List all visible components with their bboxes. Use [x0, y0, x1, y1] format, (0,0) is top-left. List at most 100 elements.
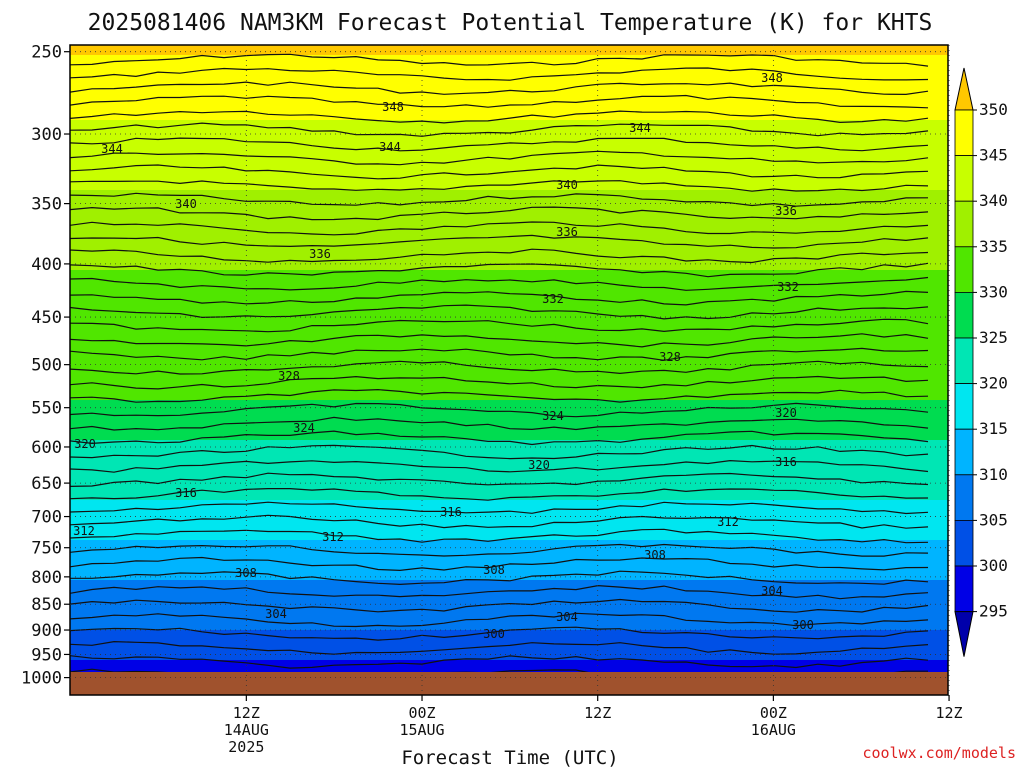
contour-label: 312	[717, 515, 739, 529]
y-tick-label: 700	[31, 508, 62, 528]
isentrope-contour	[70, 543, 929, 557]
colorbar-label: 345	[979, 146, 1008, 165]
colorbar-label: 300	[979, 556, 1008, 575]
color-band	[70, 400, 948, 441]
colorbar-segment	[954, 155, 974, 202]
isentrope-contour	[70, 584, 929, 600]
x-tick-label: 12Z	[584, 704, 611, 722]
contour-label: 348	[382, 100, 404, 114]
contour-label: 316	[440, 505, 462, 519]
y-tick-label: 350	[31, 195, 62, 215]
y-tick-label: 250	[31, 43, 62, 63]
colorbar: 350 345 340 335 330 325 320 315 310 305 300 295	[954, 67, 1008, 657]
contour-label: 336	[556, 225, 578, 239]
contour-label: 328	[278, 369, 300, 383]
colorbar-label: 340	[979, 191, 1008, 210]
contour-label: 324	[293, 421, 315, 435]
isentrope-contour	[70, 388, 929, 403]
y-tick-label: 650	[31, 474, 62, 494]
isentrope-contour	[70, 514, 929, 529]
x-tick-label: 12Z	[936, 704, 963, 722]
colorbar-segment	[954, 428, 974, 476]
credit-link[interactable]: coolwx.com/models	[862, 744, 1016, 762]
isentrope-contour	[70, 180, 929, 192]
x-tick-label: 16AUG	[751, 721, 796, 739]
contour-label: 324	[542, 409, 564, 423]
y-tick-label: 300	[31, 125, 62, 145]
colorbar-segment	[954, 565, 974, 612]
isentrope-contour	[70, 612, 929, 628]
isentrope-contour	[70, 234, 929, 249]
colorbar-segment	[954, 474, 974, 521]
y-tick-label: 1000	[21, 669, 62, 689]
isentrope-contour	[70, 221, 929, 236]
isentrope-contour	[70, 122, 929, 137]
colorbar-label: 325	[979, 328, 1008, 347]
colorbar-segment	[954, 109, 974, 156]
colorbar-segment	[954, 291, 974, 339]
contour-label: 304	[265, 607, 287, 621]
color-band	[70, 55, 948, 121]
x-axis-label: Forecast Time (UTC)	[401, 747, 618, 768]
colorbar-segment	[954, 520, 974, 567]
color-band	[70, 190, 948, 271]
x-tick-label: 00Z	[760, 704, 787, 722]
color-band	[70, 120, 948, 191]
isentrope-contour	[70, 570, 929, 586]
color-band	[70, 500, 948, 541]
isentrope-contour	[70, 53, 929, 67]
colorbar-label: 335	[979, 237, 1008, 256]
isentrope-contour	[70, 81, 929, 96]
y-tick-label: 400	[31, 255, 62, 275]
colorbar-label: 305	[979, 510, 1008, 529]
contour-label: 304	[761, 584, 783, 598]
colorbar-bottom-arrow	[954, 611, 974, 657]
contour-label: 308	[483, 563, 505, 577]
y-tick-label: 450	[31, 308, 62, 328]
isentrope-contour	[70, 472, 929, 487]
contour-label: 300	[483, 627, 505, 641]
isentrope-contour	[70, 528, 929, 544]
y-tick-label: 800	[31, 568, 62, 588]
contour-label: 312	[322, 530, 344, 544]
isentrope-contour	[70, 262, 929, 278]
contour-label: 332	[542, 292, 564, 306]
isentrope-contour	[70, 655, 929, 669]
isentrope-contour	[70, 459, 929, 473]
isentrope-contour	[70, 360, 929, 375]
contour-label: 320	[74, 437, 96, 451]
y-tick-label: 900	[31, 621, 62, 641]
x-tick-label: 15AUG	[399, 721, 444, 739]
colorbar-label: 320	[979, 374, 1008, 393]
colorbar-label: 310	[979, 465, 1008, 484]
isentrope-contour	[70, 304, 929, 320]
contour-label: 344	[101, 142, 123, 156]
isentrope-contour	[70, 150, 929, 166]
isentrope-contour	[70, 248, 929, 264]
isentrope-contour	[70, 598, 929, 613]
contour-label: 308	[644, 548, 666, 562]
color-band	[70, 270, 948, 401]
isentrope-contour	[70, 444, 929, 460]
isentrope-contour	[70, 290, 929, 306]
colorbar-top-arrow	[954, 67, 974, 111]
y-tick-label: 750	[31, 539, 62, 559]
contour-label: 348	[761, 71, 783, 85]
x-tick-label: 12Z	[233, 704, 260, 722]
isentrope-contour	[70, 110, 929, 124]
contour-label: 304	[556, 610, 578, 624]
isentrope-contour	[70, 333, 929, 348]
chart-title: 2025081406 NAM3KM Forecast Potential Tem…	[88, 10, 933, 36]
contour-label: 316	[175, 486, 197, 500]
isentrope-contour	[70, 402, 929, 418]
colorbar-segment	[954, 383, 974, 430]
isentrope-contour	[70, 375, 929, 390]
x-tick-label: 00Z	[408, 704, 435, 722]
isentrope-contour	[70, 137, 929, 152]
ground	[70, 672, 948, 695]
isentrope-contour	[70, 626, 929, 641]
colorbar-segment	[954, 337, 974, 384]
